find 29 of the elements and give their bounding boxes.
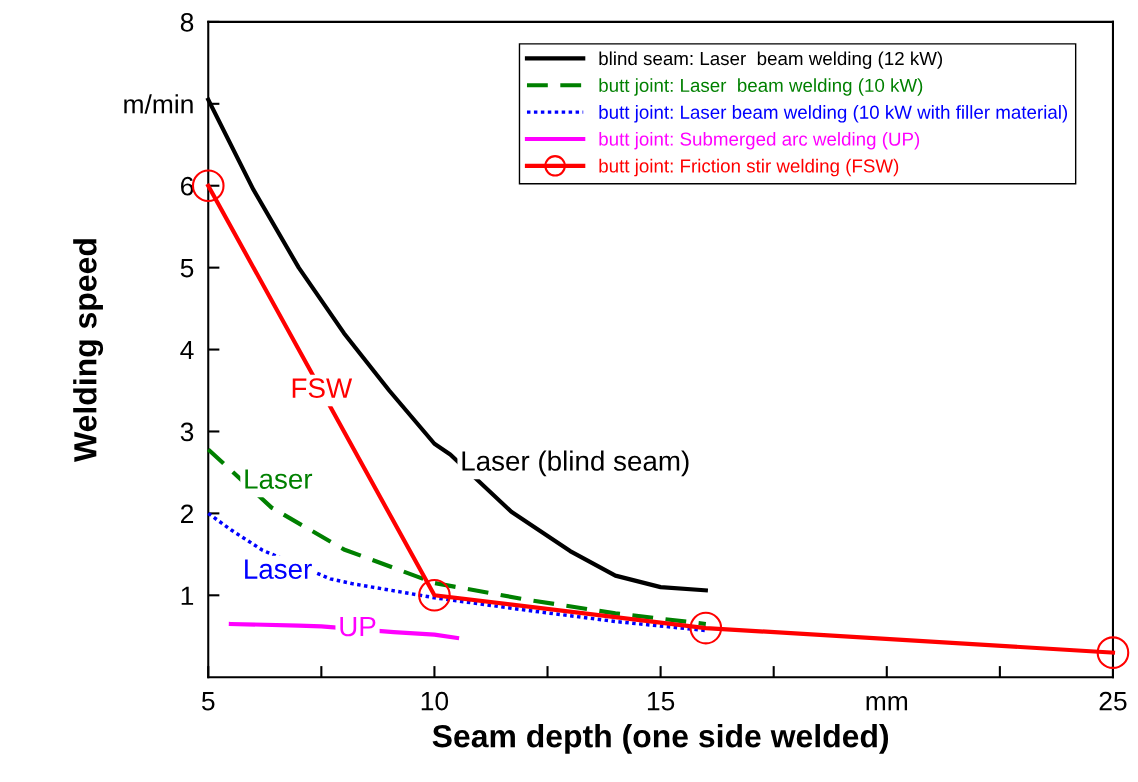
legend-label: butt joint: Submerged arc welding (UP) (599, 131, 920, 150)
x-tick-label: 5 (201, 692, 215, 711)
point (418, 578, 451, 612)
legend-label: blind seam: Laser beam welding (12 kW) (599, 51, 943, 69)
annotation: FSW (292, 378, 353, 398)
point (1096, 636, 1130, 669)
y-tick-label: 4 (180, 340, 194, 360)
x-tick-label: mm (866, 696, 908, 711)
x-tick-label: 15 (647, 692, 675, 711)
y-tick-label: 6 (181, 176, 194, 196)
x-tick-label: 10 (421, 691, 449, 711)
y-tick-label: 1 (181, 586, 194, 605)
annotation: Laser (blind seam) (462, 450, 689, 477)
y-tick-label: 8 (180, 13, 194, 32)
y-tick-label: 2 (181, 504, 194, 523)
y-tick-label: m/min (124, 94, 193, 114)
legend-label: butt joint: Laser beam welding (10 kW with filler material) (599, 105, 1068, 123)
annotation: Laser (245, 469, 313, 489)
y-tick-label: 5 (180, 259, 194, 278)
annotation: Laser (245, 559, 312, 579)
annotation: UP (340, 616, 376, 637)
x-tick-label: 25 (1099, 691, 1127, 711)
y-axis-title: Welding speed (73, 239, 104, 462)
point (689, 611, 723, 645)
point (191, 169, 225, 203)
legend-label: butt joint: Laser beam welding (10 kW) (599, 78, 923, 96)
x-axis-title: Seam depth (one side welded) (432, 724, 889, 754)
legend-label: butt joint: Friction stir welding (FSW) (599, 158, 899, 177)
y-tick-label: 3 (180, 422, 194, 442)
